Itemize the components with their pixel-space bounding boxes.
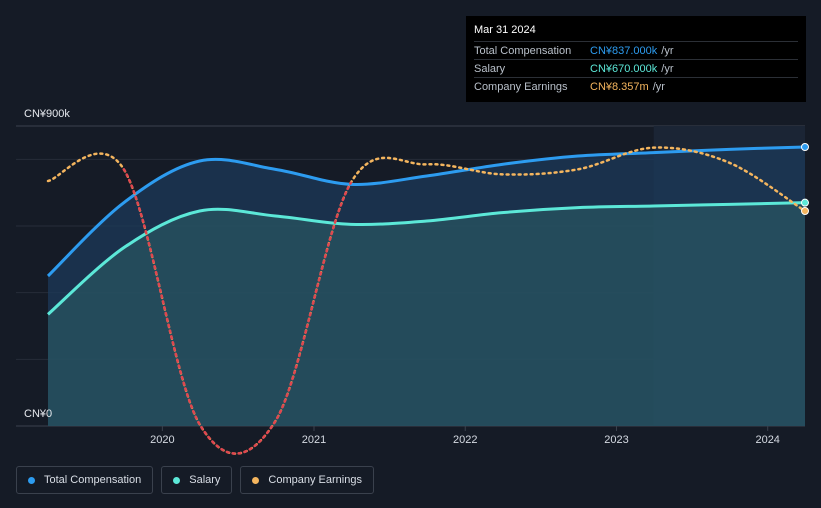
legend-dot-icon: [252, 476, 260, 484]
earnings-end-point: [801, 207, 809, 215]
legend-item-salary[interactable]: Salary: [161, 466, 233, 494]
y-axis-min-label: CN¥0: [24, 408, 53, 420]
tooltip-row-total: Total Compensation CN¥837.000k /yr: [474, 41, 798, 59]
x-tick-label: 2023: [604, 434, 628, 446]
tooltip-date: Mar 31 2024: [474, 24, 536, 36]
y-axis-max-label: CN¥900k: [24, 108, 70, 120]
legend-dot-icon: [173, 476, 181, 484]
company-earnings-line: [46, 146, 807, 455]
legend-item-total-compensation[interactable]: Total Compensation: [16, 466, 154, 494]
tooltip-value: CN¥837.000k: [590, 44, 658, 57]
tooltip-row-earnings: Company Earnings CN¥8.357m /yr: [474, 77, 798, 95]
legend-label: Company Earnings: [268, 474, 362, 486]
legend-dot-icon: [28, 476, 35, 484]
x-tick-label: 2020: [150, 434, 174, 446]
tooltip-row-salary: Salary CN¥670.000k /yr: [474, 59, 798, 77]
x-tick-label: 2024: [755, 434, 779, 446]
salary-line: [47, 201, 806, 316]
legend-label: Salary: [189, 474, 221, 486]
legend-item-company-earnings[interactable]: Company Earnings: [240, 466, 374, 494]
x-tick-label: 2021: [302, 434, 326, 446]
salary-end-point: [801, 198, 809, 207]
end-points: [801, 143, 809, 215]
tooltip-unit: /yr: [661, 44, 674, 57]
earnings-dip-path: [122, 168, 353, 455]
tooltip-label: Total Compensation: [474, 44, 572, 57]
tooltip: Mar 31 2024 Total Compensation CN¥837.00…: [466, 16, 806, 102]
legend-label: Total Compensation: [44, 474, 142, 486]
tooltip-label: Company Earnings: [474, 80, 568, 93]
tooltip-unit: /yr: [661, 62, 674, 75]
total-end-point: [801, 143, 809, 151]
tooltip-value: CN¥8.357m: [590, 80, 649, 93]
x-axis-ticks: 2020 2021 2022 2023 2024: [150, 426, 780, 446]
tooltip-value: CN¥670.000k: [590, 62, 658, 75]
tooltip-label: Salary: [474, 62, 506, 75]
x-tick-label: 2022: [453, 434, 477, 446]
total-compensation-line: [46, 145, 806, 278]
tooltip-unit: /yr: [652, 80, 665, 93]
salary-area: [48, 202, 805, 426]
legend: Total Compensation Salary Company Earnin…: [16, 466, 374, 494]
